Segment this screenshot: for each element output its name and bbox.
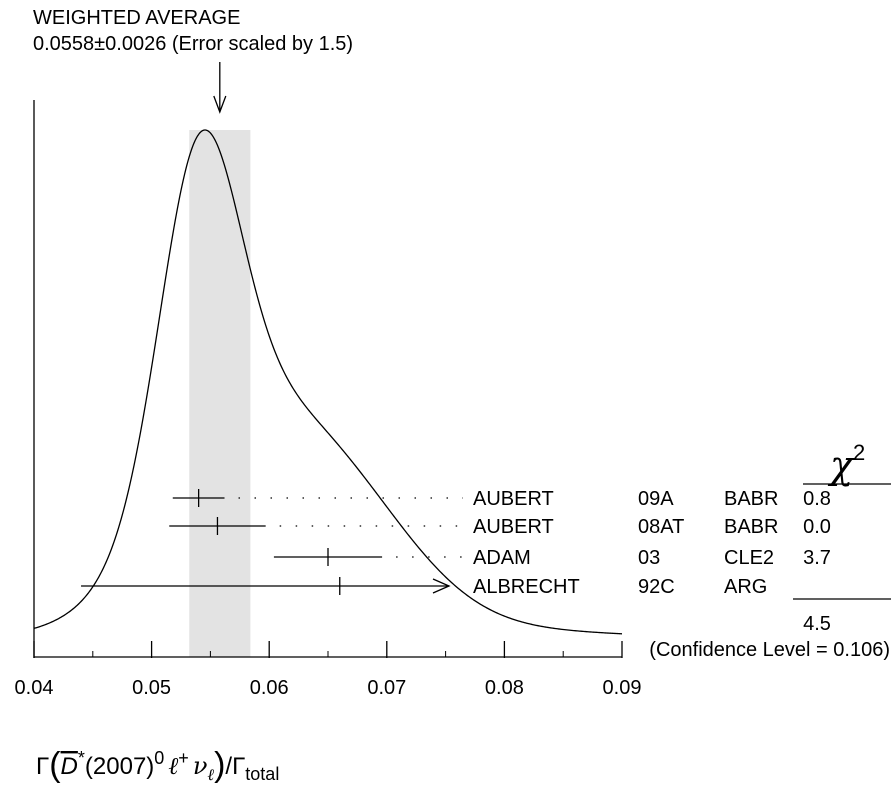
xlabel-dbar: D (61, 753, 78, 780)
measurement-author: AUBERT (473, 516, 554, 538)
weighted-average-band (189, 130, 251, 657)
average-arrow-head (213, 95, 227, 114)
measurement-chi2: 0.0 (803, 516, 831, 538)
limit-arrow (432, 578, 451, 594)
chi-exponent: 2 (853, 440, 865, 465)
xlabel-nu: ν (193, 752, 208, 780)
xlabel-gamma2: Γ (232, 753, 245, 780)
measurement-year: 08AT (638, 516, 684, 538)
measurement-experiment: CLE2 (724, 547, 774, 569)
xlabel-gamma: Γ (36, 753, 49, 780)
measurement-author: ALBRECHT (473, 576, 580, 598)
xlabel-total: total (245, 764, 279, 784)
chart-title: WEIGHTED AVERAGE (33, 7, 240, 29)
x-tick-label: 0.09 (603, 677, 642, 699)
xlabel-paren: (2007) (85, 753, 154, 780)
x-tick-label: 0.06 (250, 677, 289, 699)
ideogram-curve (33, 129, 623, 635)
measurement-year: 03 (638, 547, 660, 569)
chi-symbol: χ (827, 443, 855, 487)
xlabel-plus: + (178, 748, 189, 768)
chi2-total: 4.5 (803, 613, 831, 635)
measurement-experiment: BABR (724, 516, 778, 538)
measurement-experiment: BABR (724, 488, 778, 510)
measurement-experiment: ARG (724, 576, 767, 598)
xlabel-ell: ℓ (168, 752, 178, 780)
xlabel-close-paren: ) (214, 746, 225, 784)
measurement-chi2: 3.7 (803, 547, 831, 569)
measurement-year: 09A (638, 488, 674, 510)
measurement-author: AUBERT (473, 488, 554, 510)
confidence-level: (Confidence Level = 0.106) (649, 639, 890, 661)
x-tick-label: 0.07 (367, 677, 406, 699)
x-tick-label: 0.08 (485, 677, 524, 699)
xlabel-slash: / (225, 753, 232, 780)
xlabel-star: * (78, 748, 85, 768)
measurement-year: 92C (638, 576, 675, 598)
xlabel-nu-sub: ℓ (207, 765, 214, 784)
chi2-header: χ2 (827, 440, 865, 487)
x-tick-label: 0.04 (15, 677, 54, 699)
measurement-author: ADAM (473, 547, 531, 569)
xlabel-zero: 0 (154, 748, 164, 768)
x-axis-label: Γ(D*(2007)0 ℓ+ νℓ)/Γtotal (36, 746, 279, 784)
xlabel-open-paren: ( (49, 746, 61, 784)
measurement-chi2: 0.8 (803, 488, 831, 510)
chart-subtitle: 0.0558±0.0026 (Error scaled by 1.5) (33, 33, 353, 55)
x-tick-label: 0.05 (132, 677, 171, 699)
